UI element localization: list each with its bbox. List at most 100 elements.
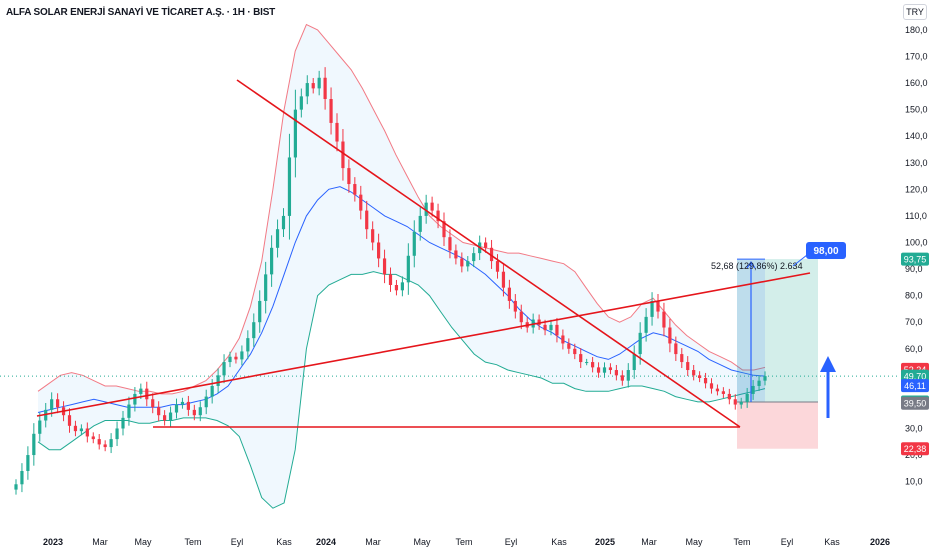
candle-body bbox=[198, 407, 202, 416]
candle-body bbox=[305, 83, 309, 97]
candle-body bbox=[555, 324, 559, 336]
candle-body bbox=[115, 428, 119, 440]
candle-body bbox=[97, 439, 101, 445]
x-tick-label: Tem bbox=[733, 537, 750, 547]
currency-button[interactable]: TRY bbox=[903, 4, 927, 20]
y-tick-label: 30,0 bbox=[905, 423, 923, 433]
candle-body bbox=[484, 242, 488, 248]
candle-body bbox=[549, 324, 553, 331]
candle-body bbox=[168, 412, 173, 421]
candle-body bbox=[258, 300, 262, 323]
target-badge bbox=[806, 242, 846, 259]
candle-body bbox=[442, 221, 446, 238]
candle-body bbox=[668, 327, 672, 344]
candle-body bbox=[745, 393, 749, 402]
candle-body bbox=[460, 258, 464, 267]
price-label-text: 46,11 bbox=[904, 381, 926, 391]
candle-body bbox=[763, 376, 767, 381]
x-tick-label: May bbox=[134, 537, 152, 547]
candle-body bbox=[270, 247, 274, 275]
candle-body bbox=[686, 362, 690, 371]
x-tick-label: Eyl bbox=[505, 537, 518, 547]
candle-body bbox=[204, 396, 208, 408]
x-tick-label: Mar bbox=[641, 537, 657, 547]
candle-body bbox=[240, 351, 244, 360]
price-label-text: 22,38 bbox=[904, 444, 927, 454]
candle-body bbox=[489, 247, 494, 262]
candle-body bbox=[507, 287, 511, 301]
y-tick-label: 170,0 bbox=[905, 52, 928, 62]
candle-body bbox=[644, 316, 648, 333]
ascending-trend-line bbox=[36, 272, 811, 417]
x-tick-label: 2025 bbox=[595, 537, 615, 547]
y-tick-label: 90,0 bbox=[905, 264, 923, 274]
y-tick-label: 120,0 bbox=[905, 184, 928, 194]
candle-body bbox=[210, 385, 214, 397]
candle-body bbox=[323, 77, 327, 100]
candle-body bbox=[757, 380, 761, 386]
candle-body bbox=[293, 109, 297, 158]
candle-body bbox=[299, 96, 303, 110]
y-tick-label: 150,0 bbox=[905, 105, 928, 115]
candle-body bbox=[632, 354, 636, 371]
candle-body bbox=[567, 343, 571, 349]
candle-body bbox=[638, 332, 642, 355]
candle-body bbox=[519, 311, 523, 323]
candle-body bbox=[614, 370, 618, 376]
candle-body bbox=[347, 168, 351, 185]
candle-body bbox=[127, 404, 131, 418]
y-tick-label: 140,0 bbox=[905, 131, 928, 141]
y-tick-label: 180,0 bbox=[905, 25, 928, 35]
candle-body bbox=[537, 319, 541, 325]
candle-body bbox=[454, 250, 458, 259]
candle-body bbox=[448, 237, 452, 251]
candle-body bbox=[85, 428, 89, 437]
candle-body bbox=[228, 356, 232, 363]
candle-body bbox=[733, 399, 737, 405]
candle-body bbox=[246, 338, 250, 352]
chart-title: ALFA SOLAR ENERJİ SANAYİ VE TİCARET A.Ş.… bbox=[6, 7, 276, 18]
candle-body bbox=[145, 388, 149, 400]
price-label-tag bbox=[901, 379, 929, 393]
candle-body bbox=[430, 202, 434, 211]
stop-zone bbox=[737, 401, 818, 449]
x-tick-label: 2023 bbox=[43, 537, 63, 547]
x-tick-label: Eyl bbox=[231, 537, 244, 547]
candle-body bbox=[709, 383, 714, 389]
price-label-tag bbox=[901, 252, 929, 266]
candle-body bbox=[311, 83, 315, 89]
candle-body bbox=[186, 401, 190, 410]
candle-body bbox=[394, 285, 399, 291]
candle-body bbox=[38, 420, 42, 434]
x-tick-label: Eyl bbox=[781, 537, 794, 547]
candle-body bbox=[234, 356, 238, 360]
candle-body bbox=[436, 210, 440, 222]
candle-body bbox=[329, 99, 333, 123]
candle-body bbox=[32, 433, 36, 456]
descending-resistance-line bbox=[236, 79, 741, 428]
y-tick-label: 60,0 bbox=[905, 344, 923, 354]
x-tick-label: Tem bbox=[455, 537, 472, 547]
x-tick-label: 2026 bbox=[870, 537, 890, 547]
candle-body bbox=[157, 407, 161, 416]
candle-body bbox=[264, 274, 268, 301]
x-tick-label: May bbox=[685, 537, 703, 547]
candle-body bbox=[620, 375, 624, 381]
candle-body bbox=[674, 343, 678, 355]
candle-body bbox=[382, 258, 387, 275]
candle-body bbox=[91, 436, 95, 440]
candle-body bbox=[388, 274, 393, 286]
candle-body bbox=[466, 261, 470, 267]
candle-body bbox=[662, 311, 666, 328]
candle-body bbox=[121, 417, 125, 429]
x-tick-label: Kas bbox=[276, 537, 292, 547]
candle-body bbox=[287, 157, 292, 216]
candle-body bbox=[680, 354, 684, 363]
candle-body bbox=[67, 415, 72, 426]
x-tick-label: Kas bbox=[551, 537, 567, 547]
x-tick-label: Mar bbox=[365, 537, 381, 547]
price-label-tag bbox=[901, 442, 929, 456]
candle-body bbox=[365, 210, 369, 230]
candle-body bbox=[335, 122, 339, 142]
